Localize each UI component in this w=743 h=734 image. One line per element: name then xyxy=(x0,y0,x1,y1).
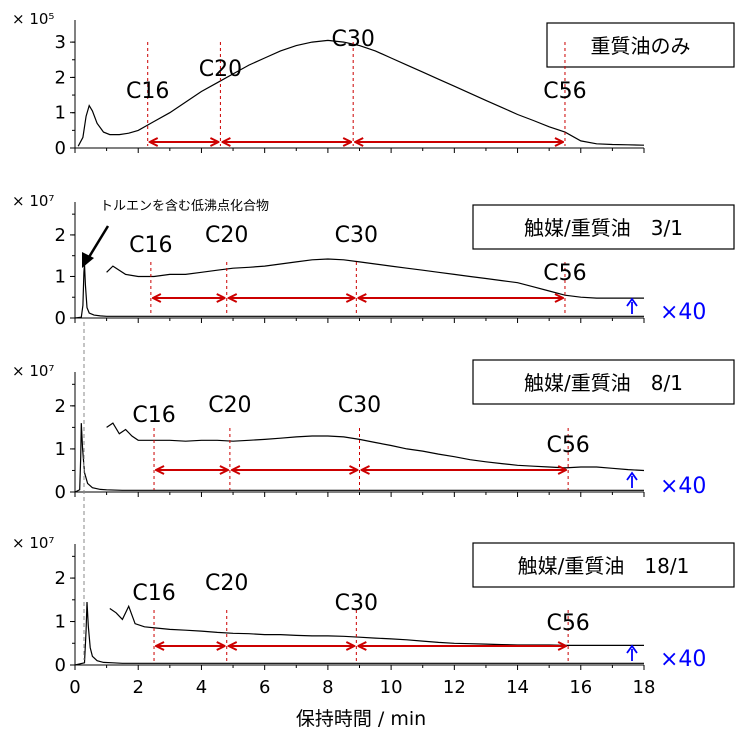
marker-label-c20: C20 xyxy=(205,571,248,596)
x-tick-label: 2 xyxy=(132,677,143,698)
y-tick-label: 1 xyxy=(55,612,66,633)
y-exponent-label: × 10⁷ xyxy=(12,534,54,552)
marker-label-c16: C16 xyxy=(132,581,175,606)
y-tick-label: 2 xyxy=(55,396,66,417)
x-tick-label: 8 xyxy=(322,677,333,698)
marker-label-c56: C56 xyxy=(546,611,589,636)
marker-label-c20: C20 xyxy=(208,393,251,418)
x-axis-title: 保持時間 / min xyxy=(296,708,426,730)
marker-label-c20: C20 xyxy=(199,57,242,82)
chart-panel-4: 0 1 2× 10⁷ 触媒/重質油 18/1 C16 C20 C30 C56 ×40 xyxy=(12,534,735,676)
x-tick-label: 18 xyxy=(633,677,656,698)
marker-label-c16: C16 xyxy=(132,403,175,428)
y-exponent-label: × 10⁵ xyxy=(12,10,54,28)
x-tick-label: 0 xyxy=(69,677,80,698)
y-tick-label: 2 xyxy=(55,225,66,246)
sample-label: 触媒/重質油 8/1 xyxy=(524,371,683,395)
x-tick-label: 10 xyxy=(380,677,403,698)
y-tick-label: 0 xyxy=(55,308,66,329)
marker-label-c30: C30 xyxy=(338,393,381,418)
x-axis-tick-labels: 0 2 4 6 8 10 12 14 16 18 xyxy=(69,677,655,698)
scale-factor-label: ×40 xyxy=(660,474,706,499)
marker-label-c30: C30 xyxy=(331,27,374,52)
blue-up-arrow-head xyxy=(626,297,638,307)
y-exponent-label: × 10⁷ xyxy=(12,192,54,210)
marker-label-c16: C16 xyxy=(126,79,169,104)
marker-label-c16: C16 xyxy=(129,233,172,258)
scale-factor-label: ×40 xyxy=(660,647,706,672)
marker-label-c30: C30 xyxy=(335,223,378,248)
black-arrow-head xyxy=(82,252,94,268)
scale-factor-label: ×40 xyxy=(660,300,706,325)
sample-label: 触媒/重質油 18/1 xyxy=(518,554,690,578)
trace-line-4-1 xyxy=(74,601,644,666)
y-tick-label: 0 xyxy=(55,482,66,503)
sample-label: 重質油のみ xyxy=(591,34,691,58)
y-tick-label: 0 xyxy=(55,138,66,159)
blue-up-arrow-head xyxy=(626,471,638,481)
y-tick-label: 1 xyxy=(55,103,66,124)
chart-panel-3: 0 1 2× 10⁷ 触媒/重質油 8/1 C16 C20 C30 C56 ×40 xyxy=(12,359,735,503)
trace-line-1-1 xyxy=(77,39,645,147)
y-tick-label: 0 xyxy=(55,655,66,676)
sample-label-box xyxy=(472,204,735,250)
y-tick-label: 1 xyxy=(55,266,66,287)
sample-label-box xyxy=(472,542,735,588)
y-tick-label: 3 xyxy=(55,32,66,53)
marker-label-c56: C56 xyxy=(543,79,586,104)
y-tick-label: 2 xyxy=(55,568,66,589)
trace-line-3-1 xyxy=(74,423,644,493)
x-tick-label: 6 xyxy=(259,677,270,698)
chart-panel-2: 0 1 2× 10⁷ 触媒/重質油 3/1 C16 C20 C30 C56 ×40 xyxy=(12,192,735,329)
marker-label-c30: C30 xyxy=(335,591,378,616)
marker-label-c56: C56 xyxy=(543,261,586,286)
x-tick-label: 12 xyxy=(443,677,466,698)
marker-label-c20: C20 xyxy=(205,223,248,248)
trace-line-2-2 xyxy=(106,258,644,299)
trace-line-2-1 xyxy=(74,263,644,319)
sample-label-box xyxy=(472,359,735,405)
chart-panel-1: 0 1 2 3× 10⁵ 重質油のみ C16 C20 C30 C56 xyxy=(12,10,735,159)
x-tick-label: 16 xyxy=(569,677,592,698)
x-tick-label: 14 xyxy=(506,677,529,698)
y-tick-label: 2 xyxy=(55,67,66,88)
marker-label-c56: C56 xyxy=(546,433,589,458)
y-tick-label: 1 xyxy=(55,439,66,460)
annotation-label: トルエンを含む低沸点化合物 xyxy=(100,198,269,214)
blue-up-arrow-head xyxy=(626,644,638,654)
y-exponent-label: × 10⁷ xyxy=(12,362,54,380)
x-tick-label: 4 xyxy=(196,677,207,698)
sample-label-box xyxy=(546,22,735,68)
sample-label: 触媒/重質油 3/1 xyxy=(524,216,683,240)
